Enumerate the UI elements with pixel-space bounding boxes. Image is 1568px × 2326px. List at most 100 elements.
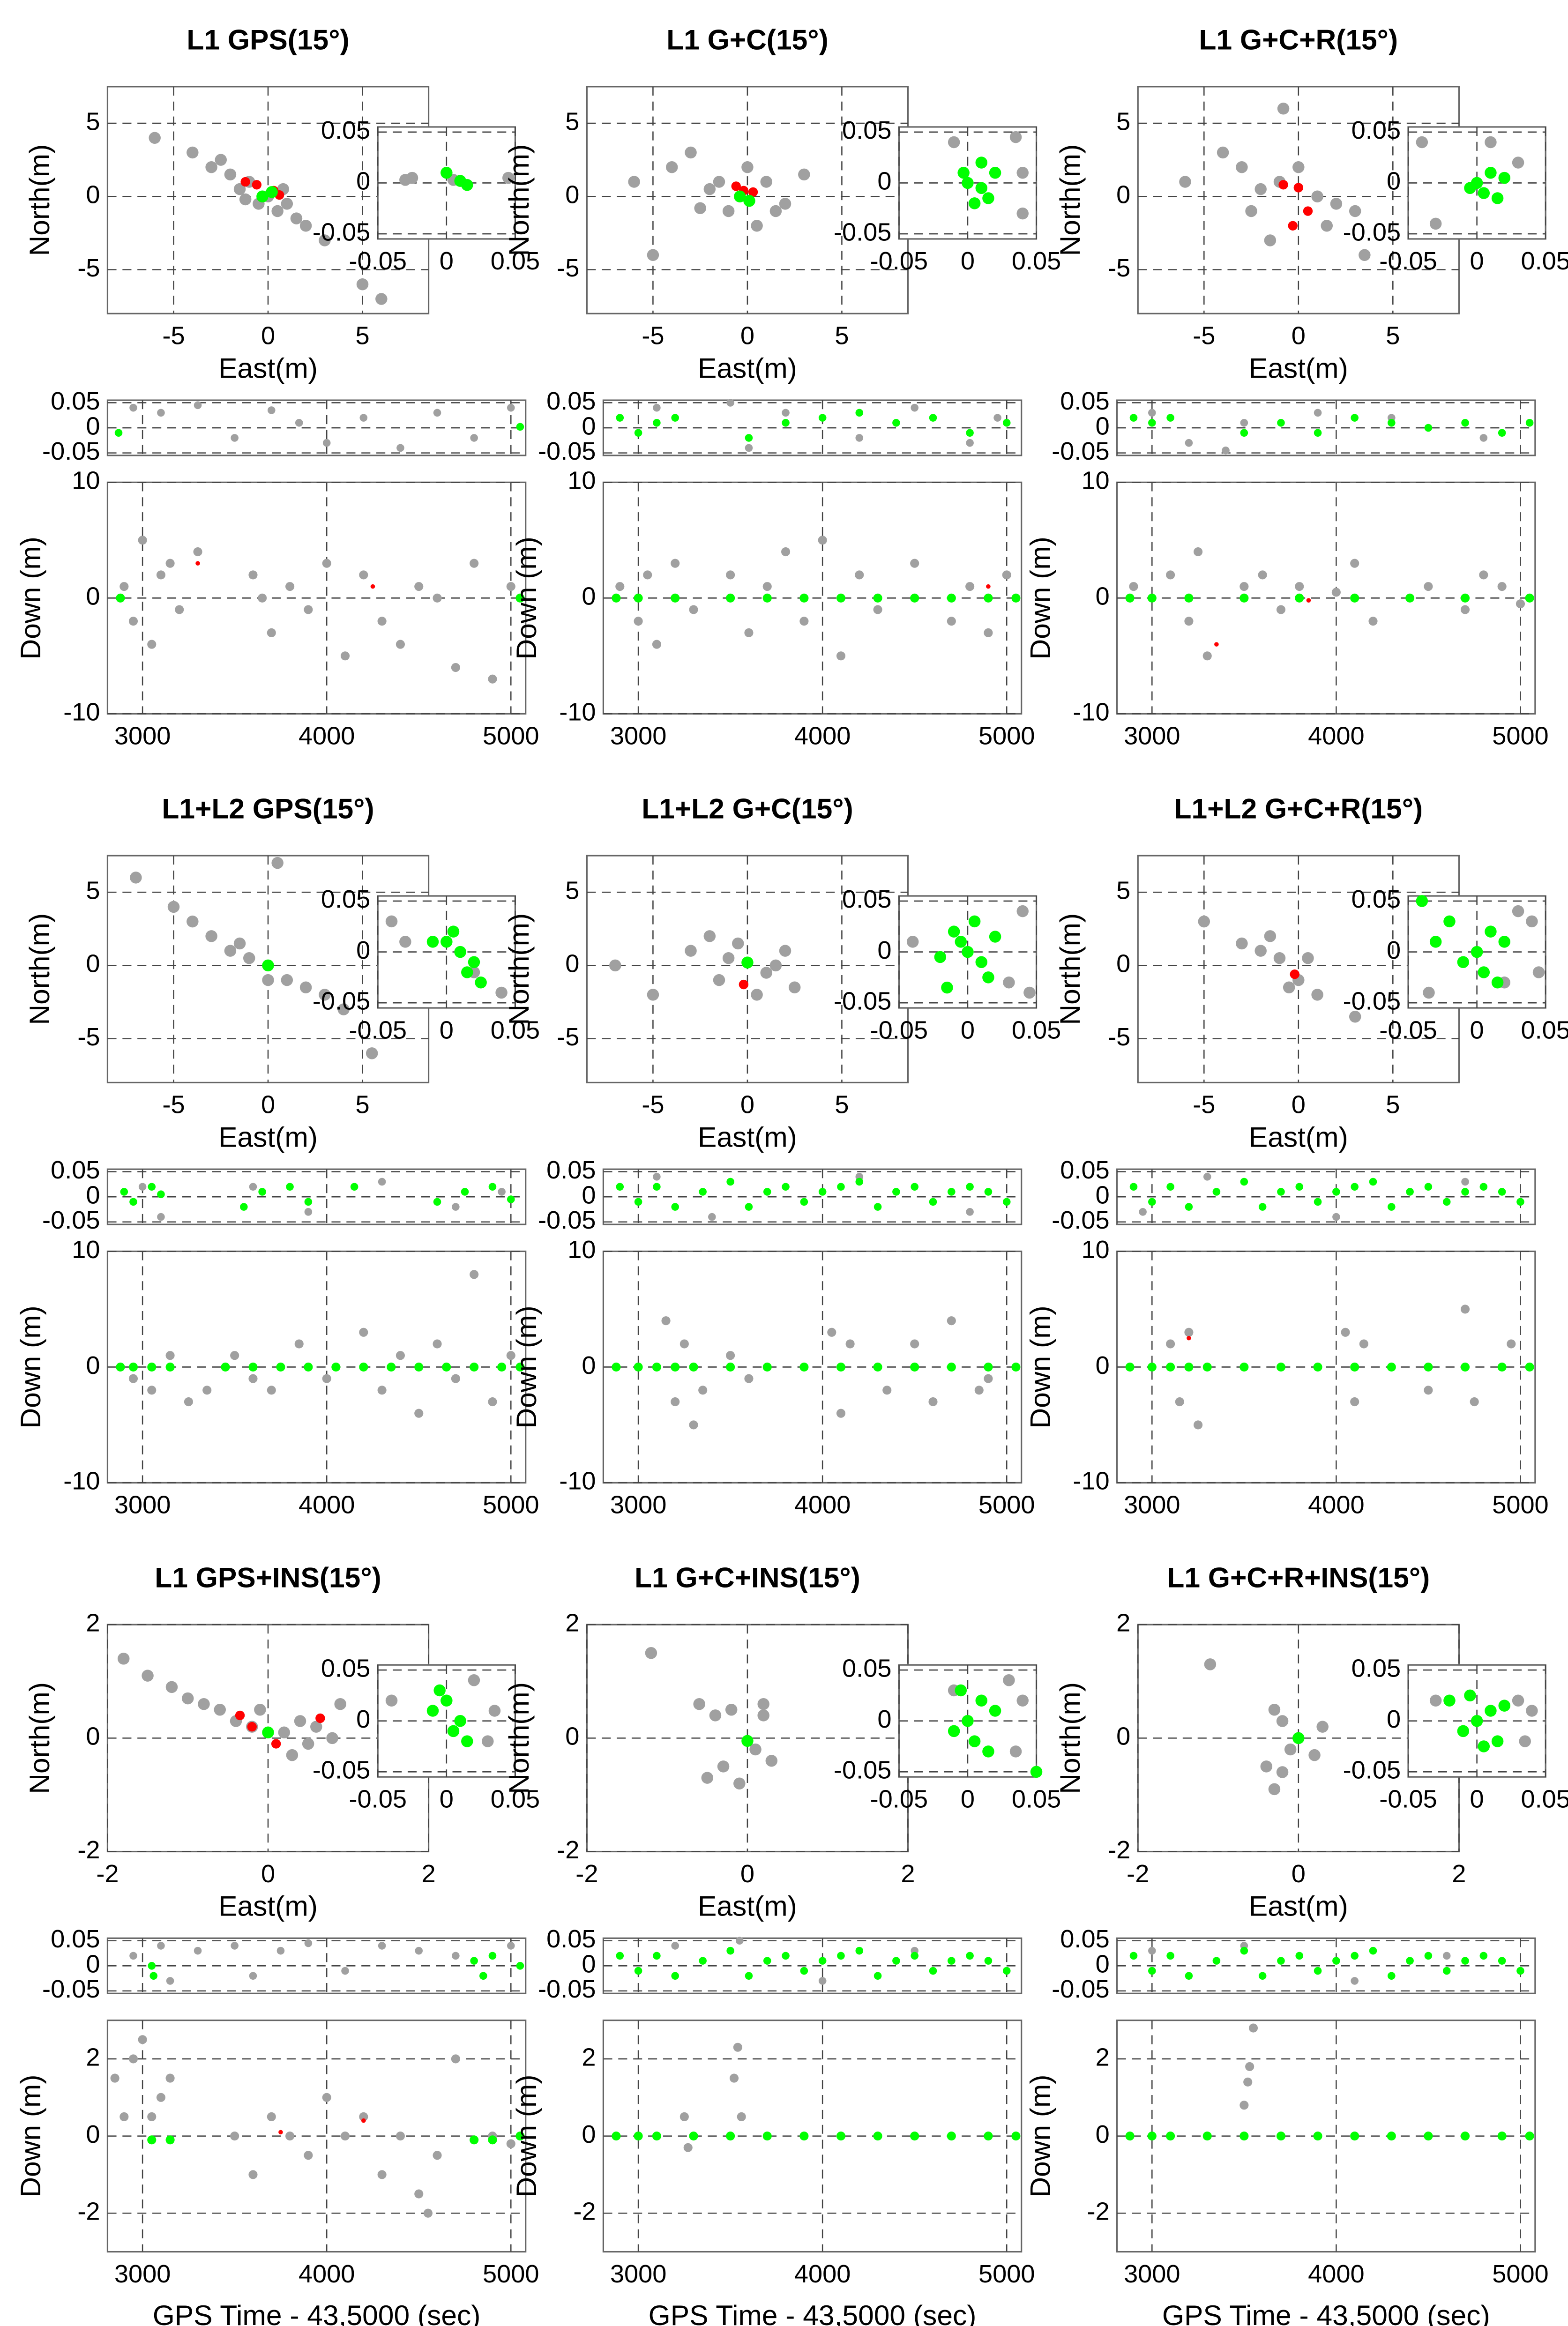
data-point xyxy=(671,593,680,603)
data-point xyxy=(1202,2132,1212,2141)
data-point xyxy=(243,952,255,964)
data-point xyxy=(1526,1705,1538,1717)
data-point xyxy=(1314,1198,1322,1206)
data-point xyxy=(461,1188,469,1196)
data-point xyxy=(694,202,706,215)
data-point xyxy=(1314,1967,1322,1975)
x-tick-label: 0 xyxy=(1292,1091,1306,1119)
data-point xyxy=(1491,1735,1504,1747)
data-point xyxy=(286,1749,299,1761)
x-tick-label: -0.05 xyxy=(1379,1785,1437,1813)
data-point xyxy=(1485,1705,1497,1717)
data-point xyxy=(800,1198,808,1206)
data-point xyxy=(1525,419,1534,427)
y-tick-label: 10 xyxy=(1081,1236,1109,1264)
data-point xyxy=(763,1957,771,1965)
data-point xyxy=(653,1173,661,1181)
data-point xyxy=(498,1188,506,1196)
data-point xyxy=(1330,198,1343,210)
data-point xyxy=(447,925,460,938)
data-point xyxy=(647,249,659,261)
data-point xyxy=(634,2132,643,2141)
data-point xyxy=(215,154,227,166)
data-point xyxy=(671,1203,679,1211)
y-tick-label: 0.05 xyxy=(1060,1156,1109,1184)
data-point xyxy=(319,989,331,1001)
data-point xyxy=(1179,176,1191,188)
data-point xyxy=(157,1942,165,1950)
data-point xyxy=(441,936,453,948)
y-tick-label: 0.05 xyxy=(842,1654,891,1682)
data-point xyxy=(726,570,735,580)
data-point xyxy=(1479,434,1488,442)
data-point xyxy=(645,1647,657,1659)
x-tick-label: 0 xyxy=(1292,1860,1306,1888)
data-point xyxy=(1368,617,1378,626)
data-point xyxy=(737,2112,746,2121)
data-point xyxy=(304,605,313,614)
data-point xyxy=(426,936,439,948)
data-point xyxy=(507,1942,515,1950)
data-point xyxy=(507,403,515,412)
y-tick-label: 0 xyxy=(565,181,579,209)
data-point xyxy=(1295,593,1304,603)
data-point xyxy=(1148,419,1156,427)
y-tick-label: -2 xyxy=(1108,1836,1130,1864)
data-point xyxy=(488,1397,497,1407)
data-point xyxy=(1268,1783,1281,1796)
data-point xyxy=(129,1198,137,1206)
y-tick-label: 0 xyxy=(1387,167,1401,195)
data-point xyxy=(731,181,741,191)
data-point xyxy=(1424,1952,1433,1960)
data-point xyxy=(717,1760,730,1773)
data-point xyxy=(726,593,735,603)
data-point xyxy=(1525,1362,1534,1372)
data-point xyxy=(1273,952,1286,964)
data-point xyxy=(470,1957,478,1965)
data-point xyxy=(612,1362,621,1372)
data-point xyxy=(1295,1952,1304,1960)
data-point xyxy=(955,936,967,948)
data-point xyxy=(415,1946,423,1955)
data-point xyxy=(1202,1362,1212,1372)
data-point xyxy=(165,1351,175,1360)
data-point xyxy=(1460,2132,1470,2141)
data-point xyxy=(322,439,331,447)
data-point xyxy=(252,180,262,190)
data-point xyxy=(955,1684,967,1697)
x-tick-label: -2 xyxy=(1127,1860,1149,1888)
x-tick-label: 2 xyxy=(1452,1860,1466,1888)
data-point xyxy=(1351,1977,1359,1985)
data-point xyxy=(634,593,643,603)
x-tick-label: 5000 xyxy=(978,722,1035,750)
y-tick-label: 0.05 xyxy=(1060,1925,1109,1953)
data-point xyxy=(433,409,441,417)
data-point xyxy=(1187,1335,1191,1341)
data-point xyxy=(683,2143,693,2152)
data-point xyxy=(248,570,258,580)
x-tick-label: 3000 xyxy=(610,2260,666,2288)
data-point xyxy=(652,1362,661,1372)
data-point xyxy=(827,1327,836,1337)
y-tick-label: 2 xyxy=(565,1609,579,1637)
y-tick-label: 2 xyxy=(86,1609,100,1637)
data-point xyxy=(1264,930,1277,942)
data-point xyxy=(157,409,165,417)
y-tick-label: -0.05 xyxy=(538,1975,596,2003)
y-tick-label: 0 xyxy=(877,1705,891,1733)
data-point xyxy=(726,1362,735,1372)
data-point xyxy=(147,1362,157,1372)
y-tick-label: 0 xyxy=(1096,1181,1110,1209)
data-point xyxy=(167,901,180,913)
data-point xyxy=(689,1420,698,1430)
data-point xyxy=(506,1351,515,1360)
data-point xyxy=(1416,136,1428,149)
data-point xyxy=(1184,593,1194,603)
y-tick-label: 0 xyxy=(582,582,596,611)
data-point xyxy=(1460,1305,1470,1314)
data-point xyxy=(396,640,405,649)
data-point xyxy=(202,1386,212,1395)
data-point xyxy=(968,197,981,209)
data-point xyxy=(507,1195,515,1203)
